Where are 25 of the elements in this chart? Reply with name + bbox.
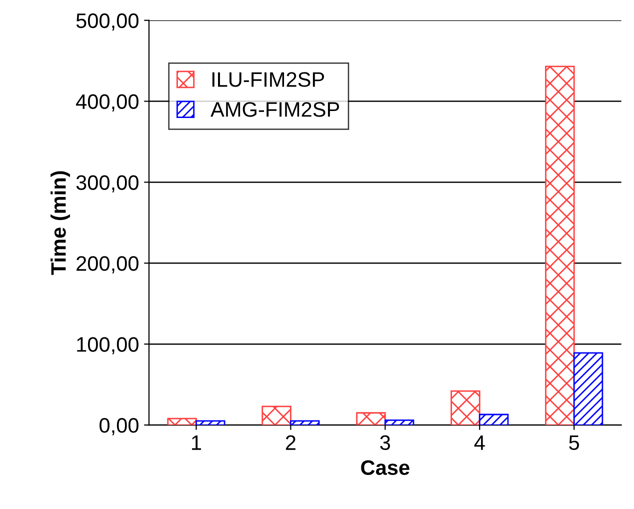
bar — [478, 414, 509, 426]
bar — [384, 419, 414, 426]
x-tick-label: 3 — [380, 435, 390, 450]
x-tick-label: 5 — [569, 436, 580, 450]
y-tick-label: 500,00 — [76, 13, 138, 31]
bar — [167, 418, 197, 426]
y-tick-label: 400,00 — [76, 94, 138, 112]
y-tick-label: 300,00 — [76, 175, 138, 192]
bar — [262, 406, 292, 426]
legend-label: ILU-FIM2SP — [212, 72, 324, 87]
y-tick-label: 200,00 — [76, 256, 138, 274]
bar — [573, 352, 604, 426]
legend-label: AMG-FIM2SP — [210, 102, 340, 117]
bar — [545, 66, 575, 426]
bar — [290, 420, 320, 426]
x-axis-title: Case — [361, 460, 410, 476]
bar — [356, 412, 386, 426]
bar — [196, 420, 226, 426]
y-axis-title: Time (min) — [50, 171, 70, 275]
bar — [450, 390, 480, 426]
y-tick-label: 100,00 — [77, 337, 138, 354]
y-tick-label: 0,00 — [100, 418, 138, 436]
x-tick-label: 1 — [192, 436, 201, 450]
x-tick-label: 2 — [286, 435, 296, 450]
x-tick-label: 4 — [474, 436, 485, 450]
